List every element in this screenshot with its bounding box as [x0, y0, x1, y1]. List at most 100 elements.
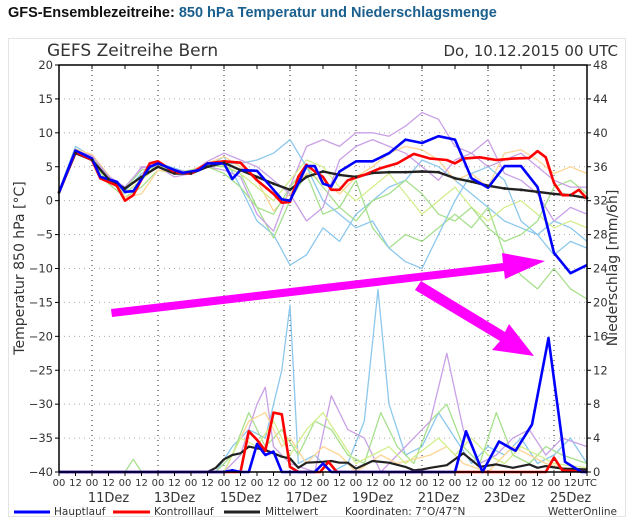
x-tick-label: 12: [102, 478, 115, 489]
x-tick-label: 00: [86, 478, 99, 489]
mittelwert-point: [239, 168, 242, 172]
y-tick-label: 15: [38, 92, 53, 106]
x-tick-label: 12: [168, 478, 181, 489]
mittelwert-point: [371, 171, 374, 175]
x-tick-label: 00: [515, 478, 528, 489]
x-tick-label: 12: [465, 478, 478, 489]
x-tick-label: 00: [449, 478, 462, 489]
y-tick-label: −5: [36, 228, 53, 242]
mittelwert-point: [470, 180, 473, 184]
y2-tick-label: 20: [593, 295, 608, 309]
y2-tick-label: 16: [593, 329, 608, 343]
y-tick-label: 10: [38, 126, 53, 140]
y2-tick-label: 0: [593, 465, 600, 479]
page-title-main: 850 hPa Temperatur und Niederschlagsmeng…: [178, 5, 497, 21]
mittelwert-point: [272, 182, 275, 186]
x-tick-label: 00: [482, 478, 495, 489]
member-precipitation-line: [59, 403, 588, 473]
mittelwert-point: [123, 187, 127, 190]
date-label: 25Dez: [550, 491, 592, 506]
mittelwert-point: [536, 190, 539, 194]
chart-frame: [8, 38, 626, 517]
y-tick-label: −10: [29, 262, 53, 276]
x-tick-label: 12: [135, 478, 148, 489]
y2-tick-label: 40: [593, 126, 608, 140]
y-tick-label: −30: [29, 397, 53, 411]
legend-label-hauptlauf: Hauptlauf: [54, 506, 106, 518]
x-tick-label: 00: [119, 478, 132, 489]
legend: Hauptlauf Kontrolllauf Mittelwert Koordi…: [14, 506, 617, 518]
x-tick-label: 00: [416, 478, 429, 489]
y-tick-label: −35: [29, 431, 53, 445]
y2-tick-label: 28: [593, 228, 608, 242]
mittelwert-point: [519, 188, 523, 192]
x-tick-label: 00: [185, 478, 198, 489]
y2-axis-label: Niederschlag [mm/6h]: [605, 190, 621, 347]
coordinates-label: Koordinaten: 7°O/47°N: [345, 506, 465, 518]
y2-tick-label: 12: [593, 363, 608, 377]
member-temperature-line: [58, 152, 588, 300]
x-tick-label: 12: [333, 478, 346, 489]
y2-tick-label: 48: [593, 58, 608, 72]
source-label: WetterOnline: [548, 506, 617, 518]
mittelwert-point: [552, 192, 556, 196]
legend-label-kontrolllauf: Kontrolllauf: [154, 506, 214, 518]
x-tick-label: 00: [383, 478, 396, 489]
arrow-right-icon: [111, 253, 545, 317]
mittelwert-point: [305, 175, 308, 179]
y2-tick-label: 4: [593, 431, 600, 445]
mittelwert-point: [206, 165, 209, 169]
y-tick-label: 5: [46, 160, 53, 174]
x-tick-label: 12: [564, 478, 577, 489]
mittelwert-point: [437, 170, 440, 174]
mittelwert-point: [354, 175, 358, 179]
y2-tick-label: 44: [593, 92, 608, 106]
date-label: 21Dez: [418, 491, 460, 506]
x-tick-label: 00: [350, 478, 363, 489]
x-tick-label: 00: [218, 478, 231, 489]
x-tick-label: 00: [548, 478, 561, 489]
x-tick-label: 00: [152, 478, 165, 489]
x-tick-label: 00: [317, 478, 330, 489]
x-tick-label: 12: [69, 478, 82, 489]
date-label: 17Dez: [286, 491, 328, 506]
mittelwert-point: [321, 170, 325, 173]
y2-tick-label: 32: [593, 194, 608, 208]
date-label: 13Dez: [154, 491, 196, 506]
member-temperature-line: [58, 145, 588, 212]
mittelwert-point: [107, 177, 110, 181]
mittelwert-point: [222, 161, 226, 165]
hauptlauf-temperature-line: [57, 134, 588, 275]
page-title: GFS-Ensemblezeitreihe: 850 hPa Temperatu…: [8, 5, 497, 21]
y-tick-label: −40: [29, 465, 53, 479]
mittelwert-point: [486, 184, 490, 188]
x-tick-label: 00: [251, 478, 264, 489]
date-label: 11Dez: [88, 491, 130, 506]
member-temperature-line: [58, 150, 588, 229]
mittelwert-point: [74, 151, 77, 155]
mittelwert-point: [288, 188, 292, 192]
x-tick-label: 12: [201, 478, 214, 489]
annotation-arrows: [111, 253, 545, 356]
mittelwert-point: [90, 158, 94, 162]
kontrolllauf-precipitation-line: [59, 411, 588, 474]
run-label: Do, 10.12.2015 00 UTC: [443, 42, 618, 60]
mittelwert-point: [404, 170, 407, 174]
mittelwert-point: [189, 172, 193, 175]
y-tick-label: −25: [29, 363, 53, 377]
date-label: 15Dez: [220, 491, 262, 506]
member-precipitation-line: [59, 289, 588, 473]
x-tick-label: 12: [432, 478, 445, 489]
x-tick-label: UTC: [577, 478, 597, 489]
x-tick-label: 12: [267, 478, 280, 489]
mittelwert-point: [453, 176, 457, 180]
y2-tick-label: 8: [593, 397, 600, 411]
y2-tick-label: 36: [593, 160, 608, 174]
y-tick-label: −20: [29, 329, 53, 343]
mittelwert-point: [338, 173, 341, 177]
mittelwert-point: [255, 175, 259, 179]
y-tick-label: −15: [29, 295, 53, 309]
y-tick-label: 20: [38, 58, 53, 72]
y-tick-label: 0: [46, 194, 53, 208]
